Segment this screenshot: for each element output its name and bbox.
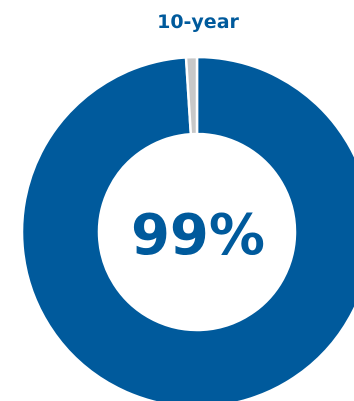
- chart-title: 10-year: [157, 11, 239, 33]
- donut-slice-2: [184, 55, 199, 136]
- donut-slice-1: [20, 55, 354, 401]
- donut-slices: [20, 55, 354, 401]
- center-percentage-label: 99%: [131, 203, 265, 268]
